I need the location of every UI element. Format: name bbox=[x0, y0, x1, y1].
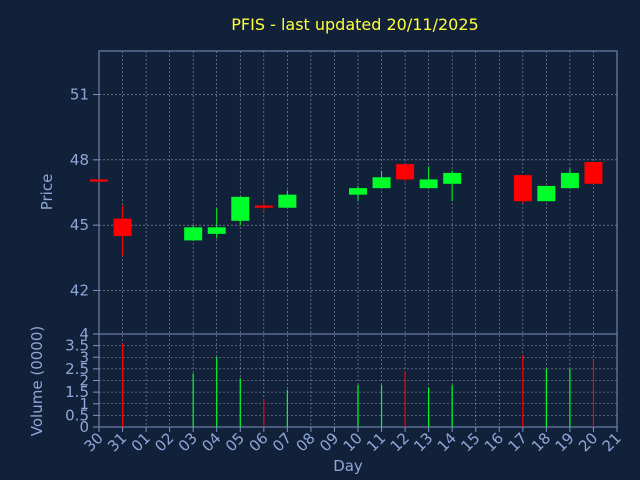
price-candles bbox=[90, 162, 603, 256]
candle-body bbox=[419, 179, 438, 189]
day-tick-label: 21 bbox=[599, 429, 625, 455]
day-tick-label: 08 bbox=[293, 429, 319, 455]
volume-tick-labels: 00.511.522.533.54 bbox=[65, 325, 89, 436]
candle-body bbox=[184, 227, 203, 241]
price-tick-label: 48 bbox=[70, 151, 89, 169]
day-tick-label: 03 bbox=[175, 429, 201, 455]
price-axis-label: Price bbox=[38, 174, 56, 211]
day-tick-label: 07 bbox=[269, 429, 295, 455]
volume-gridlines bbox=[93, 333, 617, 428]
day-tick-label: 14 bbox=[434, 429, 460, 455]
candle-body bbox=[560, 172, 579, 189]
day-tick-label: 02 bbox=[151, 429, 177, 455]
day-tick-label: 01 bbox=[128, 429, 154, 455]
candle-body bbox=[113, 218, 132, 237]
volume-tick-label: 3.5 bbox=[65, 337, 89, 355]
candle-body bbox=[537, 185, 556, 202]
day-tick-label: 11 bbox=[363, 429, 389, 455]
price-tick-label: 42 bbox=[70, 281, 89, 299]
day-tick-label: 09 bbox=[316, 429, 342, 455]
candle-body bbox=[443, 172, 462, 184]
candle-body bbox=[278, 194, 297, 208]
day-tick-label: 18 bbox=[528, 429, 554, 455]
day-tick-label: 15 bbox=[457, 429, 483, 455]
candle-body bbox=[207, 227, 226, 234]
candle-body bbox=[513, 175, 532, 202]
day-tick-label: 06 bbox=[245, 429, 271, 455]
volume-tick-label: 2 bbox=[79, 372, 89, 390]
candle-body bbox=[231, 196, 250, 221]
day-tick-label: 31 bbox=[104, 429, 130, 455]
day-tick-labels: 3031010203040506070809101112131415161718… bbox=[81, 427, 625, 455]
volume-tick-label: 3 bbox=[79, 348, 89, 366]
day-tick-label: 16 bbox=[481, 429, 507, 455]
volume-tick-label: 0.5 bbox=[65, 406, 89, 424]
candle-body bbox=[584, 162, 603, 184]
price-tick-label: 51 bbox=[70, 86, 89, 104]
candle-body bbox=[349, 188, 367, 195]
x-axis-label: Day bbox=[333, 457, 363, 475]
volume-tick-label: 1.5 bbox=[65, 383, 89, 401]
day-gridlines bbox=[98, 51, 618, 427]
day-tick-label: 12 bbox=[387, 429, 413, 455]
volume-bars bbox=[121, 343, 595, 427]
day-tick-label: 04 bbox=[198, 429, 224, 455]
candle-body bbox=[90, 179, 108, 182]
chart-title: PFIS - last updated 20/11/2025 bbox=[231, 15, 478, 34]
volume-axis-label: Volume (0000) bbox=[28, 326, 46, 436]
price-tick-label: 45 bbox=[70, 216, 89, 234]
volume-tick-label: 2.5 bbox=[65, 360, 89, 378]
day-tick-label: 10 bbox=[340, 429, 366, 455]
candle-body bbox=[396, 164, 415, 180]
candle-body bbox=[372, 177, 391, 189]
day-tick-label: 05 bbox=[222, 429, 248, 455]
volume-tick-label: 0 bbox=[79, 418, 89, 436]
price-gridlines bbox=[93, 94, 617, 291]
day-tick-label: 19 bbox=[552, 429, 578, 455]
volume-tick-label: 1 bbox=[79, 395, 89, 413]
day-tick-label: 17 bbox=[504, 429, 530, 455]
volume-tick-label: 4 bbox=[79, 325, 89, 343]
candle-body bbox=[254, 205, 273, 208]
price-tick-labels: 42 45 48 51 bbox=[70, 86, 89, 300]
day-tick-label: 13 bbox=[410, 429, 436, 455]
day-tick-label: 20 bbox=[575, 429, 601, 455]
